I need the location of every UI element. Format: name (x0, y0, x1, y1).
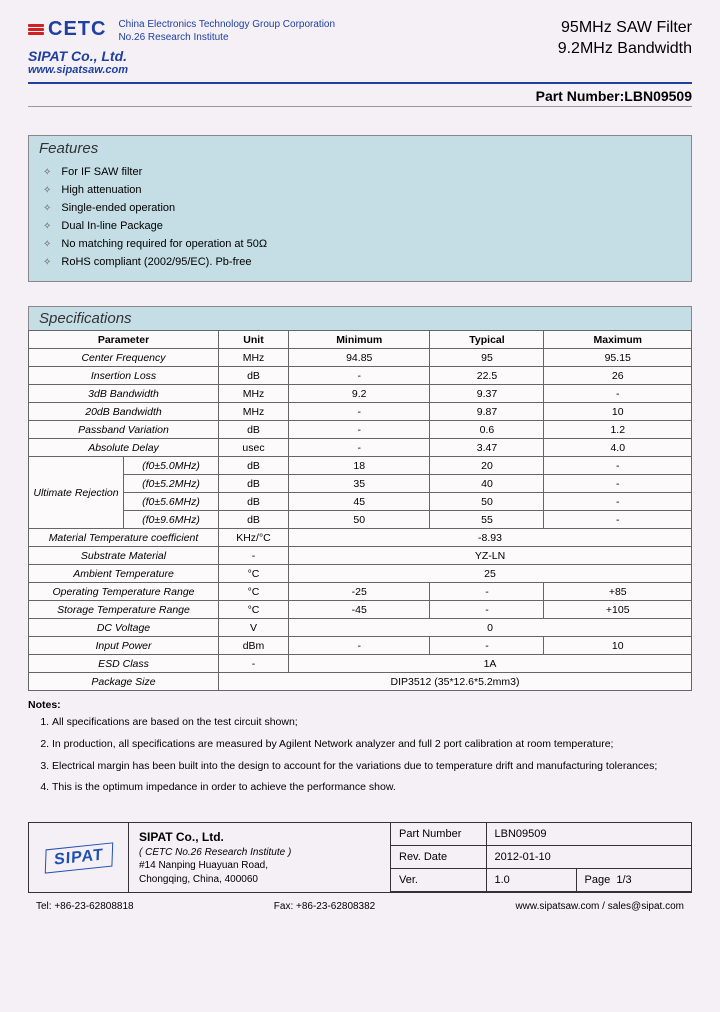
footer-box: SIPAT SIPAT Co., Ltd. ( CETC No.26 Resea… (28, 822, 692, 893)
spec-header-cell: Parameter (29, 331, 219, 349)
spec-row: (f0±5.6MHz)dB4550- (29, 493, 692, 511)
logo-block: CETC China Electronics Technology Group … (28, 18, 558, 44)
header-left: CETC China Electronics Technology Group … (28, 18, 558, 76)
contact-fax: Fax: +86-23-62808382 (274, 901, 375, 912)
spec-row: Insertion LossdB-22.526 (29, 367, 692, 385)
note-item: Electrical margin has been built into th… (52, 759, 692, 775)
spec-row: (f0±9.6MHz)dB5055- (29, 511, 692, 529)
features-list: For IF SAW filterHigh attenuationSingle-… (39, 163, 681, 271)
footer-ver-label: Ver. (391, 868, 486, 891)
note-item: In production, all specifications are me… (52, 737, 692, 753)
spec-row: (f0±5.2MHz)dB3540- (29, 475, 692, 493)
footer-addr1: #14 Nanping Huayuan Road, (139, 860, 268, 871)
header-right: 95MHz SAW Filter 9.2MHz Bandwidth (558, 18, 692, 76)
features-title: Features (39, 140, 681, 157)
logo-subtitle: China Electronics Technology Group Corpo… (118, 18, 335, 44)
notes-section: Notes: All specifications are based on t… (28, 699, 692, 796)
sipat-logo: SIPAT (44, 842, 112, 873)
part-number-row: Part Number:LBN09509 (28, 88, 692, 107)
spec-row: Center FrequencyMHz94.859595.15 (29, 349, 692, 367)
specs-body: Center FrequencyMHz94.859595.15Insertion… (29, 349, 692, 691)
footer-revdate-label: Rev. Date (391, 845, 486, 868)
footer-addr2: Chongqing, China, 400060 (139, 874, 258, 885)
footer-partnum-value: LBN09509 (486, 823, 691, 845)
spec-header-cell: Minimum (289, 331, 430, 349)
specs-title: Specifications (28, 306, 692, 330)
specs-table: ParameterUnitMinimumTypicalMaximum Cente… (28, 330, 692, 691)
footer-inst: ( CETC No.26 Research Institute ) (139, 847, 291, 858)
product-line-1: 95MHz SAW Filter (558, 18, 692, 39)
features-section: Features For IF SAW filterHigh attenuati… (28, 135, 692, 282)
feature-item: RoHS compliant (2002/95/EC). Pb-free (43, 253, 681, 271)
partnum-label: Part Number: (536, 88, 625, 104)
notes-title: Notes: (28, 699, 692, 711)
spec-header-cell: Maximum (544, 331, 692, 349)
product-line-2: 9.2MHz Bandwidth (558, 39, 692, 60)
spec-row: Operating Temperature Range°C-25-+85 (29, 583, 692, 601)
footer-address: SIPAT Co., Ltd. ( CETC No.26 Research In… (129, 823, 391, 892)
contact-web: www.sipatsaw.com / sales@sipat.com (515, 901, 684, 912)
cetc-logo: CETC (28, 18, 106, 41)
feature-item: High attenuation (43, 181, 681, 199)
footer-row-partnum: Part Number LBN09509 (391, 823, 691, 845)
page-header: CETC China Electronics Technology Group … (28, 18, 692, 84)
partnum-value: LBN09509 (624, 88, 692, 104)
contact-row: Tel: +86-23-62808818 Fax: +86-23-6280838… (28, 901, 692, 912)
feature-item: No matching required for operation at 50… (43, 235, 681, 253)
footer-company: SIPAT Co., Ltd. (139, 830, 224, 844)
logo-sub-2: No.26 Research Institute (118, 31, 335, 44)
footer-revdate-value: 2012-01-10 (486, 845, 691, 868)
notes-list: All specifications are based on the test… (28, 715, 692, 796)
spec-row: Package SizeDIP3512 (35*12.6*5.2mm3) (29, 673, 692, 691)
footer-page: Page 1/3 (576, 868, 691, 891)
spec-row: DC VoltageV0 (29, 619, 692, 637)
footer-ver-value: 1.0 (486, 868, 576, 891)
spec-row: Input PowerdBm--10 (29, 637, 692, 655)
logo-sub-1: China Electronics Technology Group Corpo… (118, 18, 335, 31)
spec-row: Material Temperature coefficientKHz/°C-8… (29, 529, 692, 547)
logo-text: CETC (48, 18, 106, 41)
note-item: This is the optimum impedance in order t… (52, 780, 692, 796)
feature-item: For IF SAW filter (43, 163, 681, 181)
company-name: SIPAT Co., Ltd. (28, 48, 558, 64)
spec-header-cell: Unit (219, 331, 289, 349)
spec-row: Absolute Delayusec-3.474.0 (29, 439, 692, 457)
footer-partnum-label: Part Number (391, 823, 486, 845)
spec-row: Storage Temperature Range°C-45-+105 (29, 601, 692, 619)
spec-row: Ultimate Rejection(f0±5.0MHz)dB1820- (29, 457, 692, 475)
spec-header-cell: Typical (430, 331, 544, 349)
spec-row: Substrate Material-YZ-LN (29, 547, 692, 565)
feature-item: Dual In-line Package (43, 217, 681, 235)
contact-tel: Tel: +86-23-62808818 (36, 901, 134, 912)
company-website: www.sipatsaw.com (28, 64, 558, 76)
footer-table: Part Number LBN09509 Rev. Date 2012-01-1… (391, 823, 691, 892)
logo-bars-icon (28, 24, 44, 35)
footer-row-revdate: Rev. Date 2012-01-10 (391, 845, 691, 868)
note-item: All specifications are based on the test… (52, 715, 692, 731)
footer-logo-cell: SIPAT (29, 823, 129, 892)
spec-row: Passband VariationdB-0.61.2 (29, 421, 692, 439)
spec-row: ESD Class-1A (29, 655, 692, 673)
feature-item: Single-ended operation (43, 199, 681, 217)
footer-row-ver: Ver. 1.0 Page 1/3 (391, 868, 691, 891)
specs-header-row: ParameterUnitMinimumTypicalMaximum (29, 331, 692, 349)
spec-row: Ambient Temperature°C25 (29, 565, 692, 583)
spec-row: 3dB BandwidthMHz9.29.37- (29, 385, 692, 403)
spec-row: 20dB BandwidthMHz-9.8710 (29, 403, 692, 421)
